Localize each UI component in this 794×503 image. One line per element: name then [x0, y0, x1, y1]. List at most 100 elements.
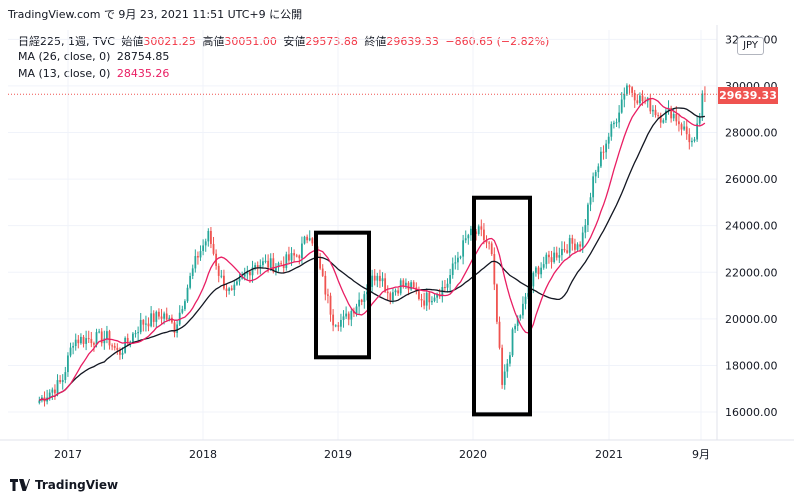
price-chart[interactable]: 16000.00 18000.00 20000.00 22000.00 24000.00… — [0, 25, 794, 471]
candle-body — [446, 283, 449, 288]
candle-body — [506, 363, 509, 372]
candle-body — [412, 282, 415, 288]
candle-body — [334, 325, 337, 327]
footer-brand[interactable]: TradingView — [35, 478, 119, 492]
candle-body — [327, 294, 329, 296]
x-tick-label: 2019 — [324, 448, 352, 461]
candle-body — [607, 136, 610, 144]
candle-body — [363, 294, 366, 302]
candle-body — [259, 265, 262, 268]
currency-button[interactable]: JPY — [737, 37, 764, 55]
candle-body — [241, 276, 244, 279]
candle-body — [48, 392, 51, 398]
candle-body — [264, 260, 267, 262]
candle-body — [350, 310, 353, 320]
symbol-label: 日経225, 1週, TVC — [18, 35, 115, 48]
candle-body — [77, 339, 80, 344]
candle-body — [633, 92, 636, 101]
candle-body — [672, 114, 675, 119]
candle-body — [158, 311, 160, 317]
candle-body — [459, 256, 462, 258]
candle-body — [329, 295, 332, 315]
candle-body — [186, 287, 189, 302]
candle-body — [176, 324, 179, 333]
candle-body — [454, 262, 457, 264]
candle-body — [399, 280, 402, 294]
candle-body — [418, 291, 420, 300]
candle-body — [280, 263, 283, 265]
candle-body — [431, 300, 433, 303]
x-tick-label: 2021 — [595, 448, 623, 461]
candle-body — [613, 122, 615, 125]
close-label: 終値 — [364, 35, 387, 48]
ma13-value: 28435.26 — [116, 67, 170, 80]
candle-body — [483, 229, 485, 240]
candle-body — [610, 124, 613, 137]
candle-body — [303, 236, 306, 244]
candle-body — [475, 231, 478, 234]
candle-body — [38, 400, 41, 403]
candle-body — [236, 281, 238, 285]
candle-body — [485, 239, 488, 243]
candle-body — [340, 319, 342, 327]
candle-body — [464, 238, 467, 241]
candle-body — [111, 345, 114, 347]
candle-body — [145, 323, 147, 325]
y-tick-label: 24000.00 — [725, 220, 778, 233]
candle-body — [659, 115, 662, 123]
candle-body — [256, 265, 259, 268]
candle-body — [129, 341, 132, 343]
candle-body — [555, 252, 558, 258]
candle-body — [277, 263, 280, 268]
last-price-label: 29639.33 — [718, 87, 778, 104]
candle-body — [223, 275, 225, 289]
candle-body — [571, 238, 574, 244]
candle-body — [532, 272, 535, 287]
candle-body — [217, 265, 220, 276]
candle-body — [678, 121, 680, 125]
candle-body — [178, 312, 181, 325]
candle-body — [470, 228, 472, 236]
candle-body — [373, 275, 376, 281]
candle-body — [308, 238, 311, 241]
candle-body — [639, 95, 641, 104]
candle-body — [64, 372, 67, 380]
candle-body — [197, 256, 199, 258]
candle-body — [124, 337, 127, 353]
candle-body — [358, 299, 361, 307]
candle-body — [360, 299, 363, 302]
close-value: 29639.33 — [386, 35, 439, 48]
candle-body — [540, 267, 543, 275]
candle-body — [425, 292, 428, 306]
candle-body — [212, 243, 215, 254]
candle-body — [420, 299, 423, 301]
candle-body — [581, 232, 584, 247]
candle-body — [680, 124, 683, 130]
ma26-legend: MA (26, close, 0) 28754.85 — [18, 50, 172, 63]
candle-body — [262, 261, 264, 266]
x-tick-label: 2020 — [459, 448, 487, 461]
candle-body — [254, 265, 257, 268]
candle-body — [311, 238, 314, 244]
candle-body — [337, 325, 340, 327]
published-header: TradingView.com で 9月 23, 2021 11:51 UTC+… — [8, 8, 303, 21]
candle-body — [246, 271, 249, 275]
candle-body — [451, 263, 454, 276]
candle-body — [490, 243, 493, 255]
candle-body — [618, 112, 621, 123]
candle-body — [51, 389, 54, 393]
candle-body — [355, 306, 358, 314]
annotation-rectangle — [472, 195, 532, 417]
high-value: 30051.00 — [224, 35, 277, 48]
low-value: 29573.88 — [305, 35, 358, 48]
candle-body — [509, 355, 511, 364]
change-value: −860.65 (−2.82%) — [445, 35, 550, 48]
candle-body — [181, 309, 184, 313]
candle-body — [641, 95, 644, 102]
candle-body — [631, 87, 634, 93]
candle-body — [116, 347, 119, 350]
annotation-rectangle — [314, 230, 371, 360]
candle-body — [238, 278, 241, 282]
candle-body — [321, 268, 324, 276]
candle-body — [615, 122, 618, 124]
